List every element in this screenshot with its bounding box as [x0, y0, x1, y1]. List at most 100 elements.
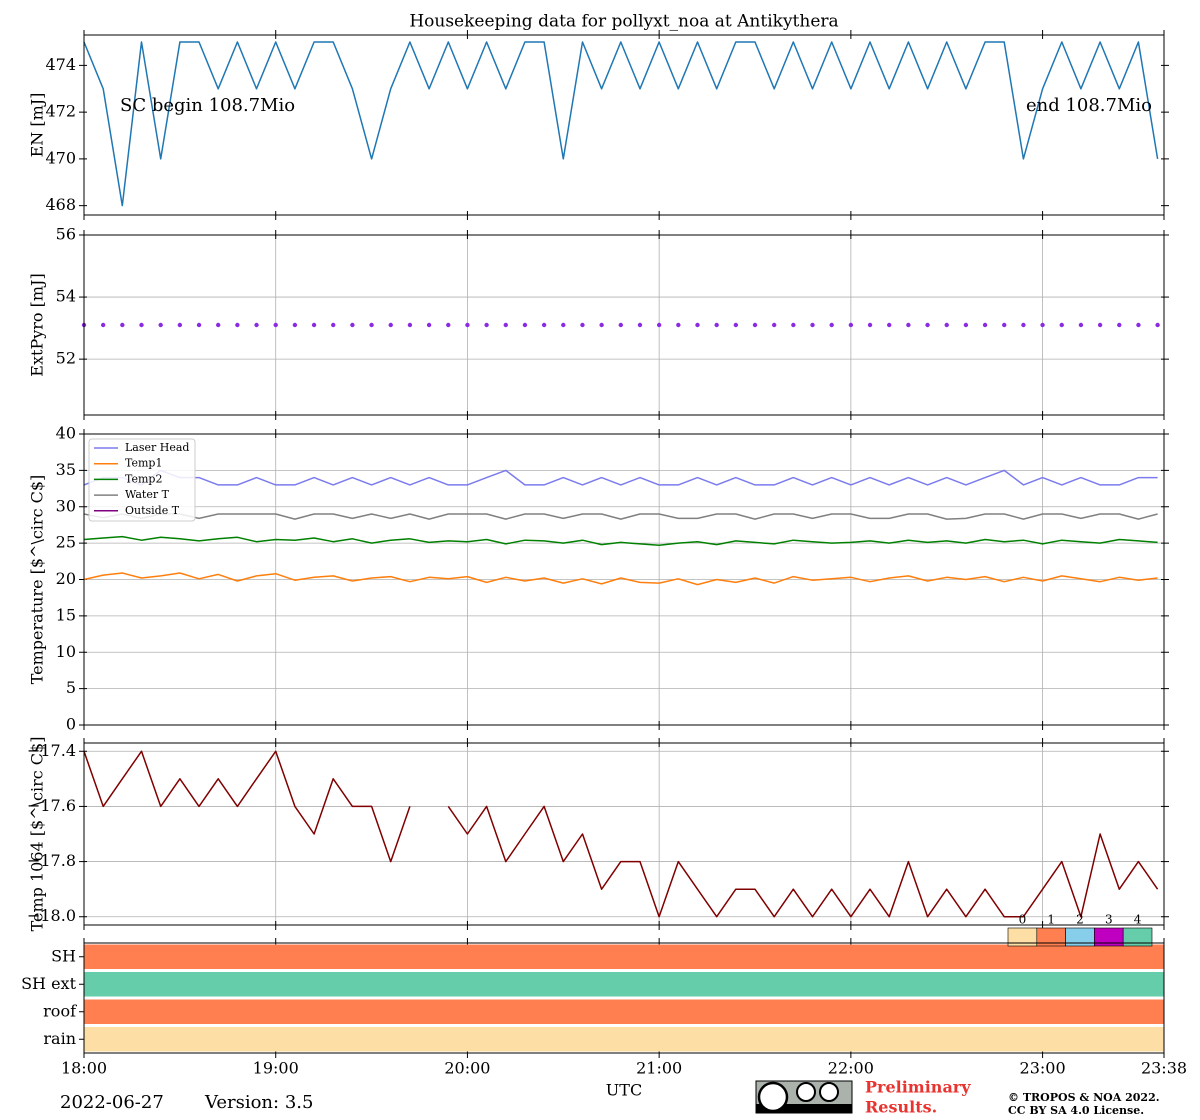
status-bar: [84, 999, 1164, 1024]
x-tick-label: 19:00: [253, 1059, 299, 1078]
data-line: [83, 41, 1159, 207]
x-tick-label: 20:00: [444, 1059, 490, 1078]
colorbar-cell: [1122, 927, 1153, 947]
point: [695, 322, 700, 328]
y-axis-label: Temperature [$^\circ C$]: [28, 475, 47, 685]
point: [350, 322, 355, 328]
point: [580, 322, 585, 328]
license-logo: [755, 1080, 853, 1114]
colorbar-label: 2: [1076, 913, 1084, 927]
logo-sa: [819, 1082, 839, 1102]
point: [1136, 322, 1141, 328]
y-tick-label: −18.0: [27, 906, 76, 925]
legend-label: Outside T: [125, 504, 180, 517]
y-tick-label: 20: [56, 569, 76, 588]
point: [1040, 322, 1045, 328]
y-tick-label: 40: [56, 424, 76, 443]
point: [1059, 322, 1064, 328]
point: [522, 322, 528, 328]
point: [216, 322, 221, 328]
copyright: CC BY SA 4.0 License.: [1008, 1104, 1144, 1117]
point: [254, 322, 259, 328]
data-line: [83, 750, 1159, 918]
y-axis-label: EN [mJ]: [28, 93, 47, 158]
legend-label: Laser Head: [125, 441, 189, 454]
point: [848, 322, 854, 328]
x-tick-label: 21:00: [636, 1059, 682, 1078]
y-tick-label: −17.6: [27, 796, 76, 815]
colorbar-label: 1: [1047, 913, 1055, 927]
y-tick-label: 56: [56, 225, 76, 244]
point: [484, 322, 489, 328]
point: [618, 322, 624, 328]
point: [446, 322, 451, 328]
point: [810, 322, 815, 328]
annotation: end 108.7Mio: [1026, 95, 1152, 116]
legend: Laser Head Temp1 Temp2 Water T Outside T: [88, 438, 196, 522]
legend-label: Temp2: [125, 472, 162, 485]
point: [676, 322, 681, 328]
point: [829, 322, 834, 328]
legend-frame: [88, 438, 196, 522]
x-tick-label: 23:38: [1141, 1059, 1187, 1078]
y-tick-label: 0: [66, 715, 76, 734]
point: [1097, 322, 1103, 328]
notice: Preliminary: [865, 1078, 971, 1097]
copyright: © TROPOS & NOA 2022.: [1008, 1091, 1160, 1104]
plot-frame: [83, 942, 1165, 1054]
y-tick-label: 472: [45, 102, 76, 121]
point: [867, 322, 873, 328]
plot-frame: [83, 742, 1165, 926]
logo-cc: [757, 1081, 789, 1113]
y-tick-label: 15: [56, 605, 76, 624]
annotation: SC begin 108.7Mio: [120, 95, 295, 116]
point: [311, 322, 317, 328]
point: [771, 322, 777, 328]
x-tick-label: 23:00: [1020, 1059, 1066, 1078]
point: [120, 322, 125, 328]
point: [599, 322, 604, 328]
point: [407, 322, 413, 328]
point: [369, 322, 374, 328]
plot-frame: [83, 34, 1165, 216]
chart-title: Housekeeping data for pollyxt_noa at Ant…: [409, 12, 838, 32]
point: [541, 322, 547, 328]
legend-label: Water T: [125, 488, 170, 501]
point: [752, 322, 758, 328]
point: [1117, 322, 1122, 328]
y-tick-label: 5: [66, 678, 76, 697]
point: [733, 322, 739, 328]
point: [963, 322, 969, 328]
y-tick-label: 468: [45, 195, 76, 214]
y-tick-label: 35: [56, 460, 76, 479]
data-line: [83, 469, 1158, 486]
point: [791, 322, 796, 328]
point: [465, 322, 470, 328]
point: [503, 322, 508, 328]
y-tick-label: 10: [56, 642, 76, 661]
point: [388, 322, 393, 328]
point: [982, 322, 988, 328]
date: 2022-06-27: [60, 1092, 164, 1113]
colorbar-label: 4: [1134, 913, 1142, 927]
y-tick-label: SH ext: [21, 974, 76, 993]
logo-by: [796, 1082, 816, 1102]
y-tick-label: 52: [56, 349, 76, 368]
data-line: [83, 572, 1158, 586]
notice: Results.: [865, 1098, 937, 1117]
y-axis-label: Temp 1064 [$^\circ C$]: [28, 737, 47, 932]
point: [196, 322, 202, 328]
point: [906, 322, 911, 328]
point: [426, 322, 432, 328]
point: [887, 322, 892, 328]
point: [331, 322, 336, 328]
data-line: [83, 513, 1158, 520]
point: [1078, 322, 1084, 328]
point: [273, 322, 278, 328]
point: [177, 322, 183, 328]
point: [656, 322, 662, 328]
y-tick-label: SH: [51, 946, 76, 965]
x-tick-label: 18:00: [61, 1059, 107, 1078]
plot-frame: [83, 234, 1165, 416]
y-tick-label: 25: [56, 533, 76, 552]
